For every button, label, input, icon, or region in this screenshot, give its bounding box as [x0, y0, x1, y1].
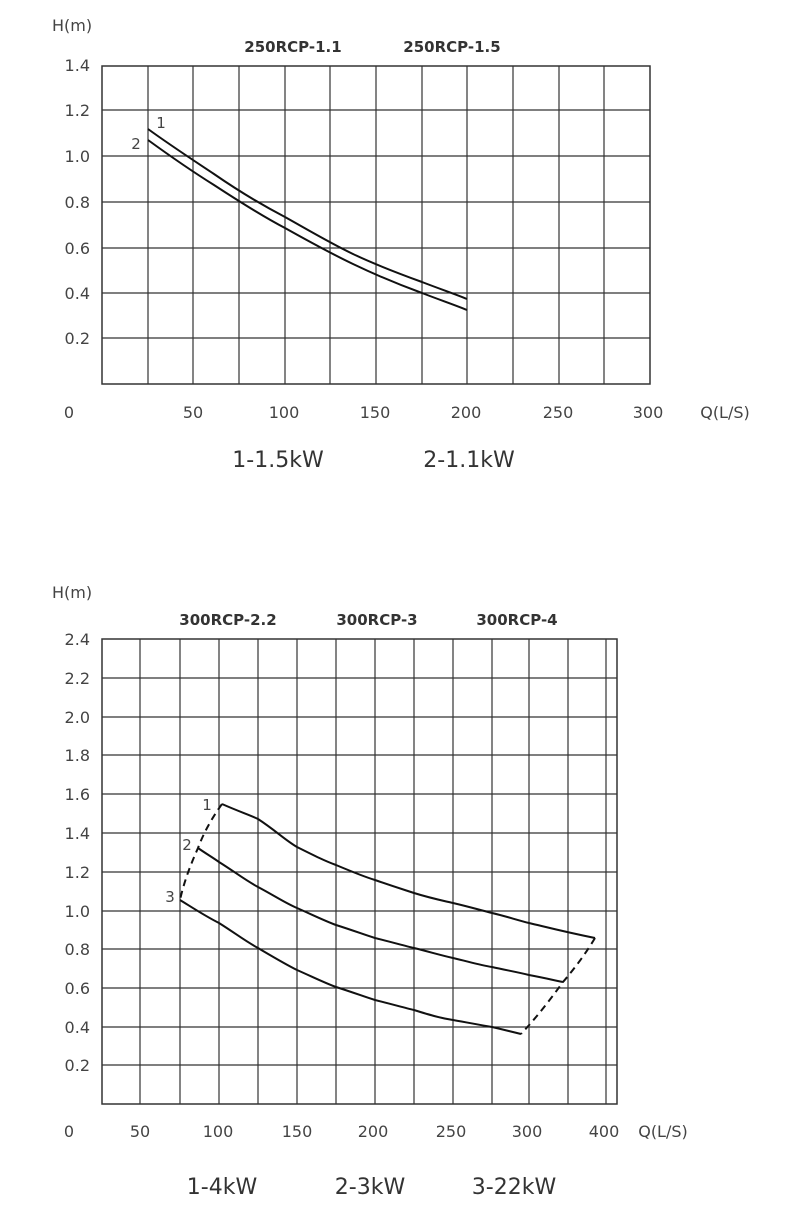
chart-2-legend-1: 1-4kW	[187, 1175, 258, 1200]
chart-1-vertical-grid	[147, 66, 605, 384]
chart-1-model-label-1: 250RCP-1.1	[244, 38, 341, 56]
chart-2-legend-3: 3-22kW	[472, 1175, 557, 1200]
svg-text:1.8: 1.8	[65, 746, 90, 765]
svg-text:300: 300	[633, 403, 664, 422]
chart-2-model-label-3: 300RCP-4	[476, 611, 557, 629]
svg-text:200: 200	[358, 1122, 389, 1141]
chart-2-start-envelope	[179, 803, 223, 901]
svg-text:100: 100	[269, 403, 300, 422]
svg-text:1.6: 1.6	[65, 785, 90, 804]
svg-text:0: 0	[64, 1122, 74, 1141]
svg-text:1.2: 1.2	[65, 863, 90, 882]
chart-2-curve-label-2: 2	[182, 836, 192, 854]
chart-2-model-label-1: 300RCP-2.2	[179, 611, 276, 629]
svg-text:250: 250	[543, 403, 574, 422]
svg-text:2.2: 2.2	[65, 669, 90, 688]
svg-text:100: 100	[203, 1122, 234, 1141]
chart-1-x-axis-title: Q(L/S)	[700, 403, 750, 422]
svg-text:1.4: 1.4	[65, 824, 90, 843]
svg-text:400: 400	[589, 1122, 620, 1141]
chart-2-y-ticks: 2.4 2.2 2.0 1.8 1.6 1.4 1.2 1.0 0.8 0.6 …	[65, 630, 90, 1075]
chart-2-legend-2: 2-3kW	[335, 1175, 406, 1200]
svg-text:50: 50	[130, 1122, 150, 1141]
svg-text:300: 300	[512, 1122, 543, 1141]
chart-1-plot-frame	[101, 65, 651, 385]
svg-text:0: 0	[64, 403, 74, 422]
chart-2-horizontal-grid	[102, 677, 617, 1066]
svg-text:0.6: 0.6	[65, 239, 90, 258]
svg-text:1.0: 1.0	[65, 902, 90, 921]
svg-text:0.4: 0.4	[65, 284, 90, 303]
svg-text:2.4: 2.4	[65, 630, 90, 649]
chart-2: H(m) 300RCP-2.2 300RCP-3 300RCP-4	[52, 583, 688, 1200]
chart-1-curve-label-1: 1	[156, 114, 166, 132]
svg-text:0.6: 0.6	[65, 979, 90, 998]
chart-2-curve-3	[179, 899, 522, 1035]
svg-text:50: 50	[183, 403, 203, 422]
chart-2-curve-1	[221, 803, 596, 939]
chart-1-curve-2	[147, 139, 468, 311]
chart-1: H(m) 250RCP-1.1 250RCP-1.5	[52, 16, 750, 473]
chart-1-curve-label-2: 2	[131, 135, 141, 153]
chart-1-legend-1: 1-1.5kW	[232, 448, 324, 473]
svg-text:0.2: 0.2	[65, 1056, 90, 1075]
chart-2-x-axis-title: Q(L/S)	[638, 1122, 688, 1141]
chart-2-end-envelope	[520, 937, 596, 1035]
chart-2-curve-label-1: 1	[202, 796, 212, 814]
svg-text:250: 250	[436, 1122, 467, 1141]
chart-2-model-label-2: 300RCP-3	[336, 611, 417, 629]
svg-text:0.4: 0.4	[65, 1018, 90, 1037]
svg-text:150: 150	[360, 403, 391, 422]
svg-text:2.0: 2.0	[65, 708, 90, 727]
svg-text:150: 150	[282, 1122, 313, 1141]
chart-1-x-ticks: 0 50 100 150 200 250 300	[64, 403, 663, 422]
chart-2-curve-2	[197, 847, 564, 983]
chart-2-y-axis-title: H(m)	[52, 583, 92, 602]
svg-text:1.2: 1.2	[65, 101, 90, 120]
svg-text:1.4: 1.4	[65, 56, 90, 75]
chart-2-x-ticks: 0 50 100 150 200 250 300 400	[64, 1122, 619, 1141]
chart-1-model-label-2: 250RCP-1.5	[403, 38, 500, 56]
chart-2-vertical-grid	[139, 639, 607, 1104]
chart-2-curve-label-3: 3	[165, 888, 175, 906]
svg-text:0.2: 0.2	[65, 329, 90, 348]
chart-1-y-axis-title: H(m)	[52, 16, 92, 35]
chart-1-y-ticks: 1.4 1.2 1.0 0.8 0.6 0.4 0.2	[65, 56, 90, 348]
svg-text:200: 200	[451, 403, 482, 422]
chart-1-legend-2: 2-1.1kW	[423, 448, 515, 473]
svg-text:0.8: 0.8	[65, 193, 90, 212]
chart-1-curve-1	[147, 128, 468, 300]
chart-2-plot-frame	[101, 638, 618, 1105]
svg-text:0.8: 0.8	[65, 940, 90, 959]
svg-text:1.0: 1.0	[65, 147, 90, 166]
